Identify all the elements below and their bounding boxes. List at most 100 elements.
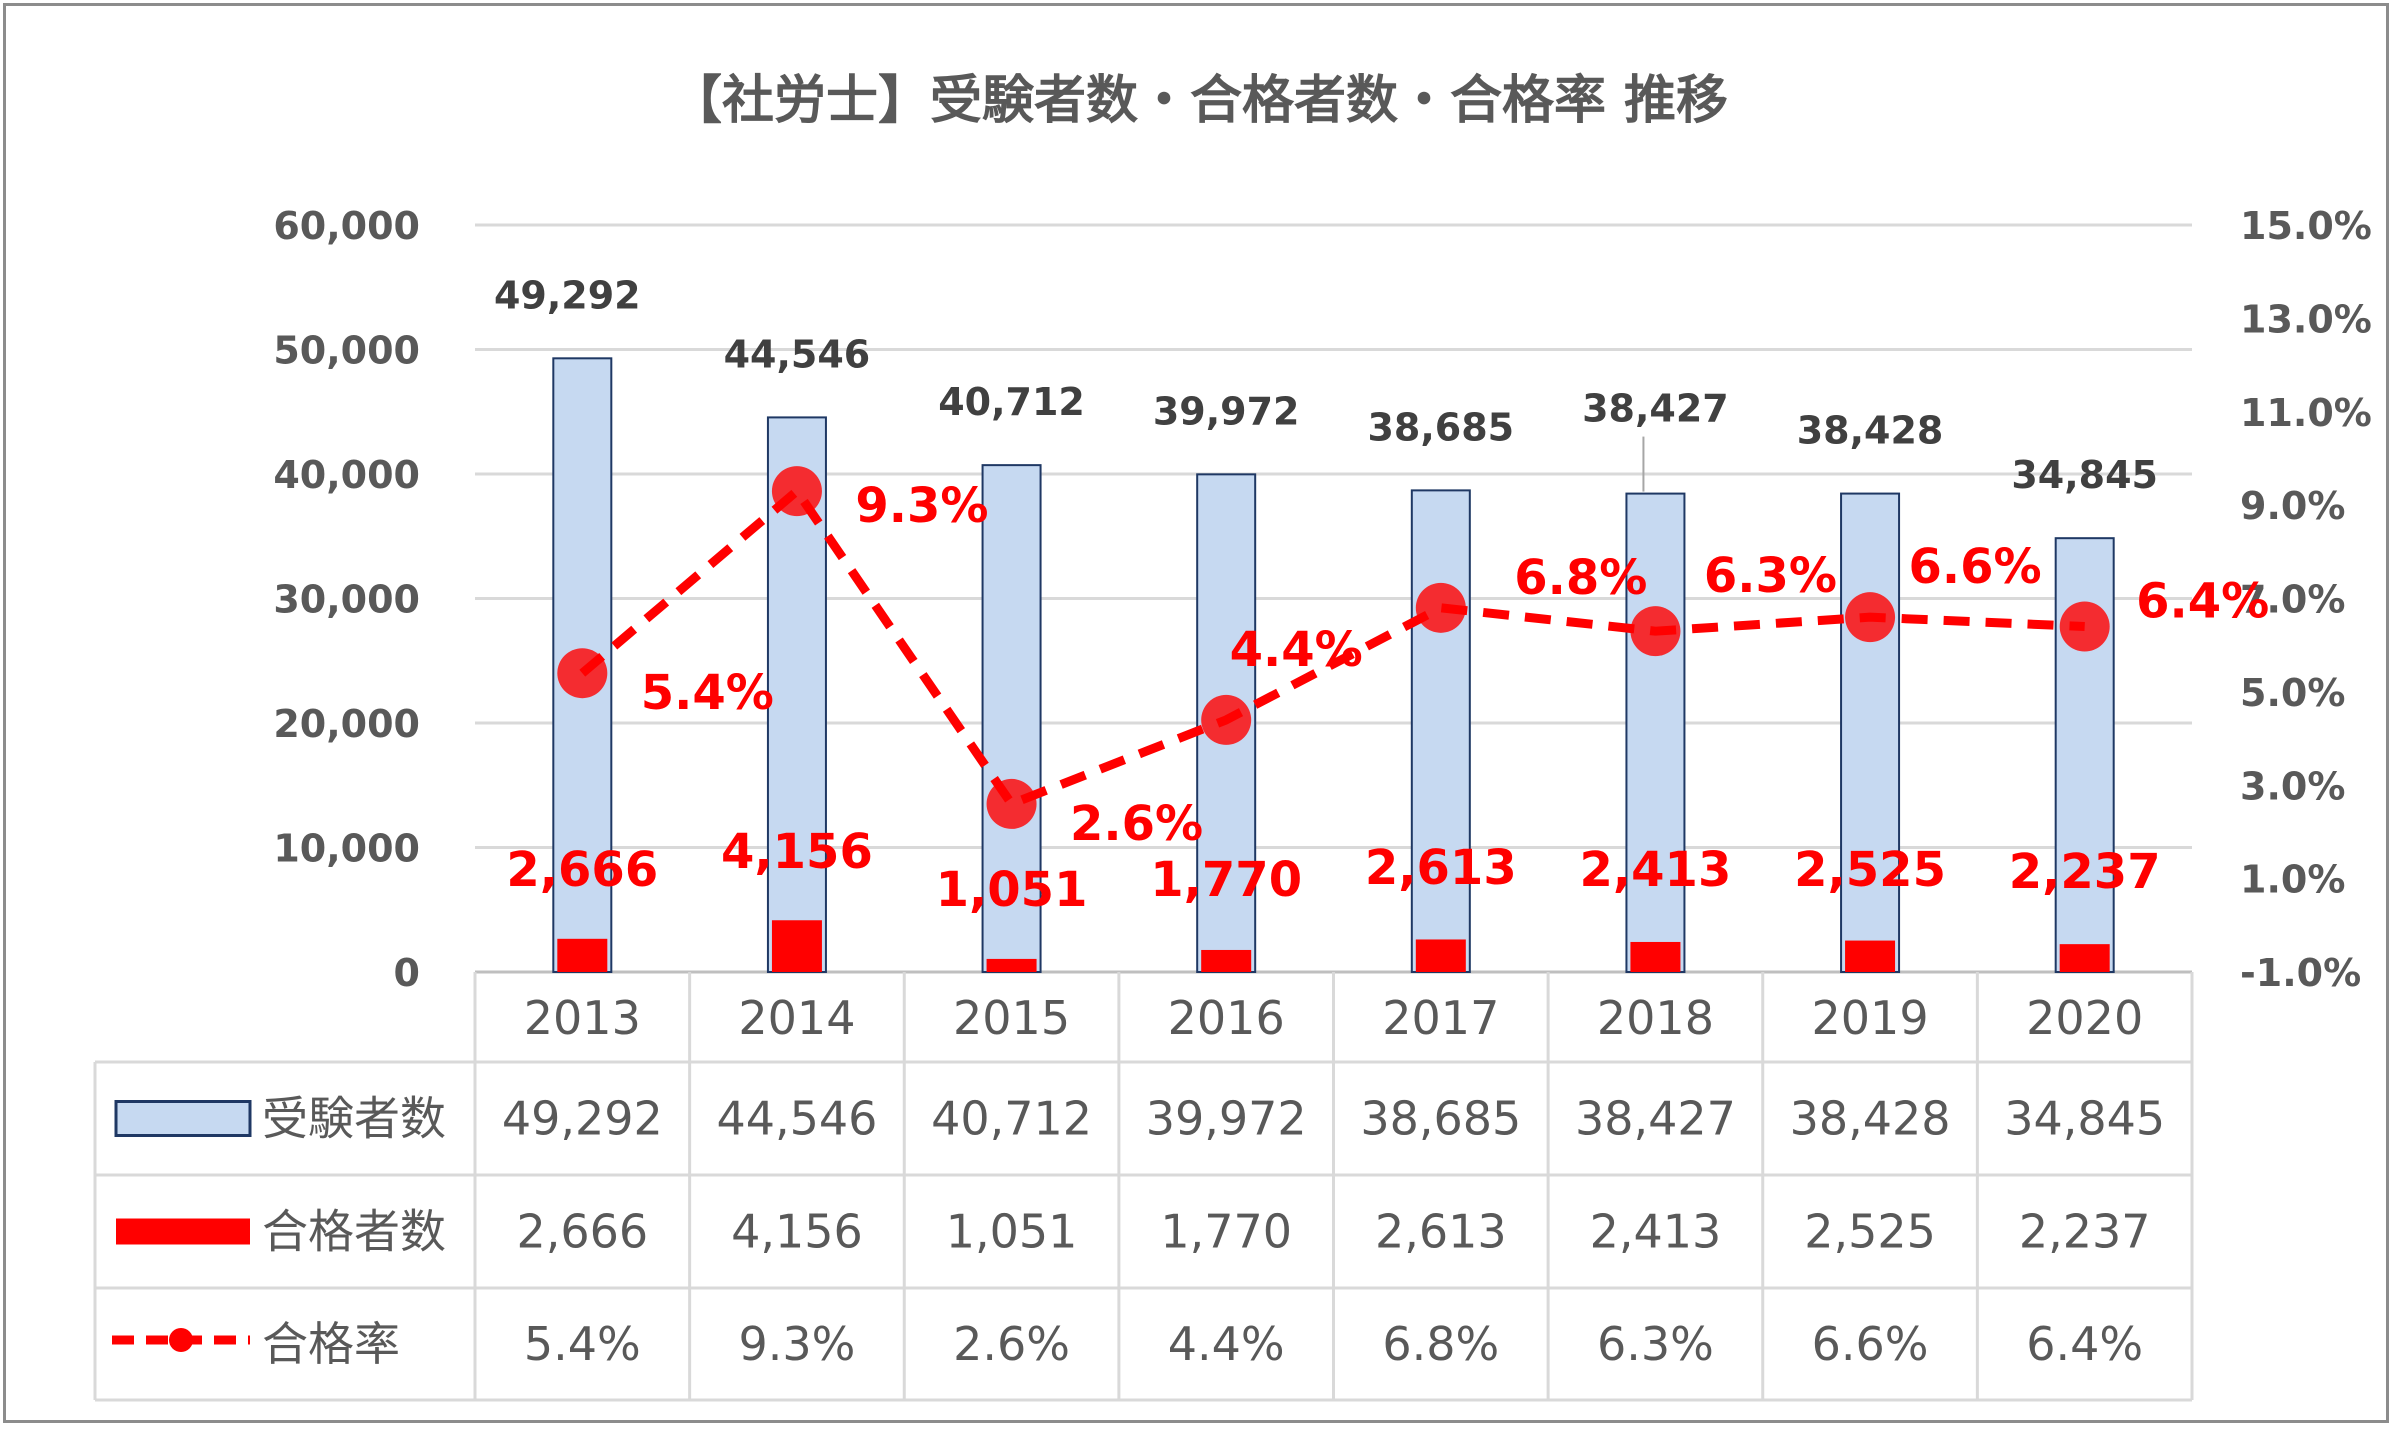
bar-passers [1630, 941, 1681, 972]
data-label-pass-rate: 2.6% [1070, 796, 1203, 852]
table-cell: 2,413 [1590, 1205, 1722, 1259]
bar-passers [1415, 939, 1466, 972]
y-tick-label-left: 50,000 [273, 329, 420, 373]
data-label-passers: 2,525 [1794, 842, 1946, 898]
x-tick-label: 2017 [1382, 991, 1499, 1045]
bar-applicants [1625, 492, 1686, 973]
x-tick-label: 2018 [1597, 991, 1714, 1045]
table-cell: 6.3% [1597, 1317, 1714, 1371]
marker-pass-rate [557, 648, 608, 699]
table-cell: 1,051 [946, 1205, 1078, 1259]
data-label-passers: 2,413 [1580, 842, 1732, 898]
legend-entry: 受験者数 [262, 1092, 446, 1146]
y-tick-label-right: 15.0% [2240, 204, 2372, 248]
legend-key-applicants [114, 1100, 252, 1137]
line-pass-rate [579, 486, 2085, 809]
marker-pass-rate [771, 466, 822, 517]
legend-key-passers [116, 1218, 250, 1245]
table-cell: 2,613 [1375, 1205, 1507, 1259]
table-cell: 5.4% [524, 1317, 641, 1371]
bar-passers [771, 920, 822, 972]
table-cell: 6.8% [1382, 1317, 1499, 1371]
y-tick-label-right: 3.0% [2240, 764, 2345, 808]
bar-passers [2059, 944, 2110, 972]
table-cell: 40,712 [931, 1092, 1092, 1146]
marker-pass-rate [1415, 582, 1466, 633]
legend-key-pass-rate-marker [169, 1328, 193, 1352]
bar-applicants [1410, 489, 1471, 973]
data-label-applicants: 38,427 [1582, 387, 1729, 431]
data-label-pass-rate: 6.3% [1704, 548, 1837, 604]
data-label-applicants: 49,292 [494, 273, 641, 317]
y-tick-label-left: 40,000 [273, 453, 420, 497]
marker-pass-rate [1201, 694, 1252, 745]
table-cell: 44,546 [716, 1092, 877, 1146]
x-tick-label: 2019 [1812, 991, 1929, 1045]
marker-pass-rate [1845, 592, 1896, 643]
data-label-pass-rate: 5.4% [641, 665, 774, 721]
y-tick-label-right: 11.0% [2240, 391, 2372, 435]
bar-applicants [981, 464, 1042, 973]
x-tick-label: 2016 [1168, 991, 1285, 1045]
data-label-passers: 1,770 [1150, 852, 1302, 908]
table-cell: 38,428 [1790, 1092, 1951, 1146]
y-tick-label-right: 5.0% [2240, 671, 2345, 715]
table-cell: 9.3% [739, 1317, 856, 1371]
y-tick-label-left: 0 [394, 951, 420, 995]
bar-passers [1845, 940, 1896, 972]
x-tick-label: 2013 [524, 991, 641, 1045]
data-label-pass-rate: 9.3% [855, 478, 988, 534]
x-tick-label: 2020 [2026, 991, 2143, 1045]
y-tick-label-left: 20,000 [273, 702, 420, 746]
table-cell: 6.6% [1812, 1317, 1929, 1371]
y-tick-label-left: 10,000 [273, 827, 420, 871]
marker-pass-rate [2059, 601, 2110, 652]
marker-pass-rate [1630, 606, 1681, 657]
bar-applicants [1840, 492, 1901, 973]
data-label-passers: 2,237 [2009, 844, 2161, 900]
data-label-passers: 2,613 [1365, 840, 1517, 896]
y-tick-label-right: 1.0% [2240, 858, 2345, 902]
y-tick-label-right: 9.0% [2240, 484, 2345, 528]
table-cell: 38,427 [1575, 1092, 1736, 1146]
y-tick-label-right: -1.0% [2240, 951, 2361, 995]
data-label-pass-rate: 4.4% [1230, 622, 1363, 678]
table-cell: 2,237 [2019, 1205, 2151, 1259]
table-cell: 49,292 [502, 1092, 663, 1146]
table-cell: 2,666 [516, 1205, 648, 1259]
table-cell: 34,845 [2004, 1092, 2165, 1146]
chart-title: 【社労士】受験者数・合格者数・合格率 推移 [669, 71, 1729, 131]
x-tick-label: 2014 [738, 991, 855, 1045]
data-label-passers: 2,666 [506, 842, 658, 898]
data-label-passers: 4,156 [721, 824, 873, 880]
marker-pass-rate [986, 778, 1037, 829]
y-tick-label-left: 30,000 [273, 578, 420, 622]
table-cell: 6.4% [2026, 1317, 2143, 1371]
data-label-applicants: 34,845 [2011, 453, 2158, 497]
data-label-applicants: 38,685 [1367, 405, 1514, 449]
chart-frame [3, 3, 2389, 1423]
bar-passers [1201, 949, 1252, 972]
legend-entry: 合格率 [262, 1317, 400, 1371]
table-cell: 39,972 [1146, 1092, 1307, 1146]
data-label-passers: 1,051 [936, 862, 1088, 918]
table-cell: 1,770 [1160, 1205, 1292, 1259]
y-tick-label-left: 60,000 [273, 204, 420, 248]
data-label-applicants: 40,712 [938, 380, 1085, 424]
data-label-applicants: 39,972 [1153, 389, 1300, 433]
data-label-pass-rate: 6.8% [1514, 550, 1647, 606]
data-label-applicants: 38,428 [1797, 409, 1944, 453]
table-cell: 4.4% [1168, 1317, 1285, 1371]
legend-entry: 合格者数 [262, 1205, 446, 1259]
data-label-applicants: 44,546 [724, 332, 871, 376]
table-cell: 2.6% [953, 1317, 1070, 1371]
y-tick-label-right: 13.0% [2240, 297, 2372, 341]
data-label-pass-rate: 6.4% [2136, 574, 2269, 630]
table-cell: 2,525 [1804, 1205, 1936, 1259]
x-tick-label: 2015 [953, 991, 1070, 1045]
y-tick-label-right: 7.0% [2240, 578, 2345, 622]
table-cell: 38,685 [1360, 1092, 1521, 1146]
bar-passers [986, 958, 1037, 972]
bar-passers [557, 938, 608, 972]
